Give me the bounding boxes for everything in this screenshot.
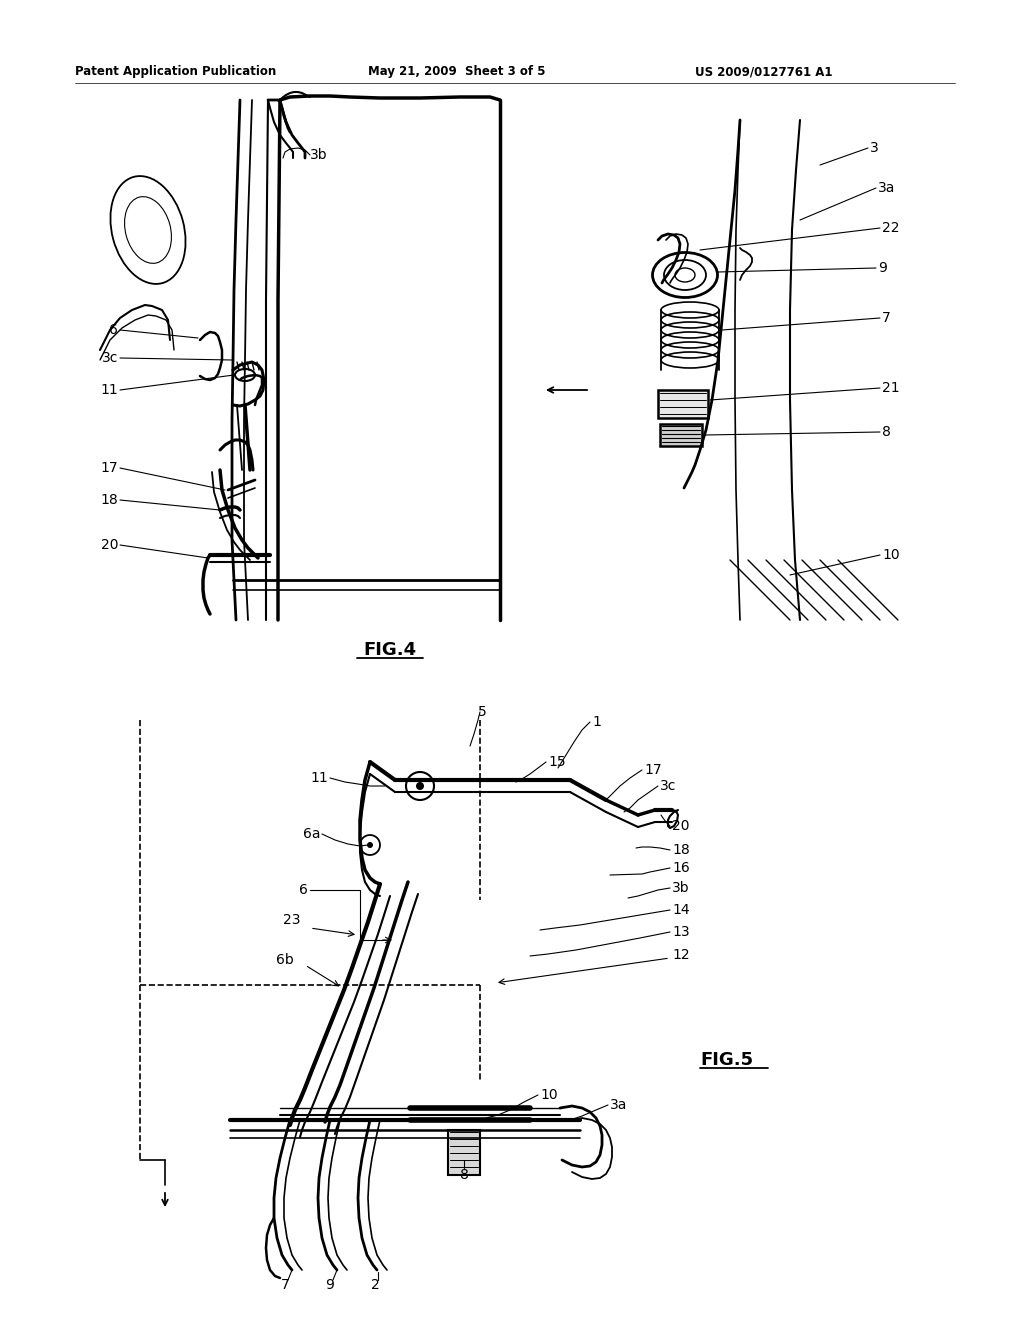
Circle shape <box>406 772 434 800</box>
Text: 20: 20 <box>100 539 118 552</box>
Text: 21: 21 <box>882 381 900 395</box>
Text: 10: 10 <box>540 1088 558 1102</box>
Text: 3: 3 <box>870 141 879 154</box>
Text: 13: 13 <box>672 925 689 939</box>
Bar <box>449 1130 480 1175</box>
Text: 1: 1 <box>592 715 601 729</box>
Text: 8: 8 <box>460 1168 468 1181</box>
FancyBboxPatch shape <box>658 389 708 418</box>
Text: 7: 7 <box>882 312 891 325</box>
Text: 6: 6 <box>110 323 118 337</box>
Text: 17: 17 <box>644 763 662 777</box>
Text: 16: 16 <box>672 861 690 875</box>
Text: 14: 14 <box>672 903 689 917</box>
Text: US 2009/0127761 A1: US 2009/0127761 A1 <box>695 66 833 78</box>
Text: 17: 17 <box>100 461 118 475</box>
Text: 15: 15 <box>548 755 565 770</box>
Text: 3a: 3a <box>878 181 895 195</box>
Text: 6a: 6a <box>302 828 319 841</box>
Text: FIG.5: FIG.5 <box>700 1051 753 1069</box>
Circle shape <box>416 781 424 789</box>
Text: 3b: 3b <box>672 880 689 895</box>
Text: 22: 22 <box>882 220 899 235</box>
Text: 2: 2 <box>371 1278 379 1292</box>
Text: 9: 9 <box>326 1278 335 1292</box>
Text: May 21, 2009  Sheet 3 of 5: May 21, 2009 Sheet 3 of 5 <box>368 66 546 78</box>
Text: 23: 23 <box>283 913 300 927</box>
Text: 3a: 3a <box>610 1098 628 1111</box>
Text: 20: 20 <box>672 818 689 833</box>
Text: 6: 6 <box>299 883 308 898</box>
Text: 18: 18 <box>672 843 690 857</box>
Text: Patent Application Publication: Patent Application Publication <box>75 66 276 78</box>
Text: 3b: 3b <box>310 148 328 162</box>
Text: 3c: 3c <box>660 779 677 793</box>
Text: 9: 9 <box>878 261 887 275</box>
Circle shape <box>367 842 373 847</box>
Text: 8: 8 <box>882 425 891 440</box>
Text: 12: 12 <box>672 948 689 962</box>
Text: 18: 18 <box>100 492 118 507</box>
Text: 11: 11 <box>100 383 118 397</box>
Text: 11: 11 <box>310 771 328 785</box>
Text: 3c: 3c <box>101 351 118 366</box>
Text: 7: 7 <box>281 1278 290 1292</box>
FancyBboxPatch shape <box>660 424 702 446</box>
Text: FIG.4: FIG.4 <box>364 642 417 659</box>
Text: 6b: 6b <box>276 953 294 968</box>
Text: 5: 5 <box>478 705 486 719</box>
Circle shape <box>360 836 380 855</box>
Text: 10: 10 <box>882 548 900 562</box>
